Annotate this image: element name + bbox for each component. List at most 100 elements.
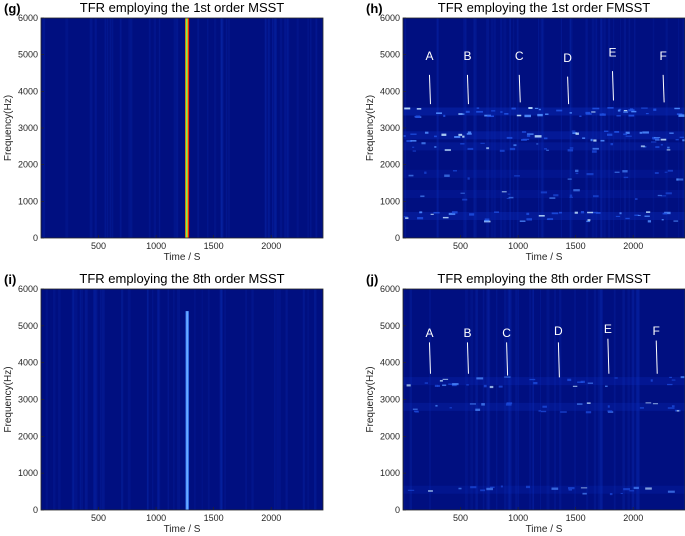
energy-spot <box>629 490 635 492</box>
y-axis-label: Frequency(Hz) <box>365 95 376 161</box>
energy-spot <box>646 211 651 213</box>
energy-spot <box>592 107 600 110</box>
energy-spot <box>536 143 539 145</box>
energy-spot <box>669 376 672 379</box>
chart-title: TFR employing the 8th order FMSST <box>437 271 650 286</box>
energy-spot <box>412 150 417 152</box>
energy-spot <box>486 147 490 150</box>
energy-spot <box>454 136 461 138</box>
energy-spot <box>417 217 424 220</box>
energy-spot <box>591 150 597 153</box>
texture-streak <box>109 18 112 238</box>
y-tick-label: 0 <box>395 233 400 243</box>
y-tick-label: 0 <box>33 505 38 515</box>
energy-spot <box>459 113 465 115</box>
energy-spot <box>580 487 588 489</box>
x-axis-label: Time / S <box>164 524 201 535</box>
energy-spot <box>444 174 450 177</box>
x-axis-label: Time / S <box>526 524 563 535</box>
texture-streak <box>228 18 230 238</box>
texture-streak <box>652 18 655 238</box>
energy-spot <box>508 196 514 199</box>
energy-spot <box>628 114 635 117</box>
texture-streak <box>623 18 627 238</box>
texture-streak <box>213 18 217 238</box>
texture-streak <box>274 289 276 510</box>
energy-spot <box>629 108 634 111</box>
texture-streak <box>613 18 615 238</box>
energy-spot <box>408 174 414 177</box>
texture-streak <box>147 289 149 510</box>
energy-spot <box>599 113 606 116</box>
energy-spot <box>412 408 418 410</box>
energy-spot <box>542 405 547 408</box>
annotation-label: A <box>425 49 433 63</box>
x-axis-label: Time / S <box>164 252 201 263</box>
secondary-streak <box>220 289 223 510</box>
energy-spot <box>448 212 456 216</box>
energy-spot <box>592 147 599 150</box>
y-tick-label: 3000 <box>380 395 400 405</box>
energy-spot <box>524 114 531 118</box>
heatmap-background <box>403 18 685 238</box>
y-tick-label: 5000 <box>18 50 38 60</box>
energy-spot <box>513 144 517 147</box>
energy-spot <box>585 111 591 115</box>
y-tick-label: 6000 <box>18 284 38 294</box>
texture-streak <box>507 289 511 510</box>
texture-streak <box>546 289 550 510</box>
texture-streak <box>112 18 114 238</box>
texture-streak <box>277 289 281 510</box>
energy-spot <box>657 194 662 197</box>
energy-spot <box>481 403 485 406</box>
energy-spot <box>410 133 417 135</box>
energy-spot <box>667 383 673 386</box>
energy-spot <box>516 114 522 117</box>
texture-streak <box>321 18 323 238</box>
energy-spot <box>673 220 679 222</box>
energy-spot <box>551 212 559 215</box>
x-tick-label: 2000 <box>623 241 643 251</box>
energy-spot <box>674 107 680 110</box>
energy-spot <box>655 146 660 149</box>
annotation-label: F <box>659 49 666 63</box>
texture-streak <box>487 289 491 510</box>
texture-streak <box>682 18 685 238</box>
energy-spot <box>641 107 648 109</box>
texture-streak <box>678 18 680 238</box>
energy-spot <box>484 220 490 222</box>
y-tick-label: 2000 <box>18 160 38 170</box>
energy-spot <box>501 191 507 193</box>
energy-spot <box>580 211 585 214</box>
energy-spot <box>644 215 650 217</box>
energy-band-glow <box>403 190 685 198</box>
texture-streak <box>58 289 61 510</box>
energy-spot <box>667 490 675 493</box>
panel-i: 0 1000 2000 3000 4000 5000 6000 500 1000 1500 2000… <box>3 271 324 535</box>
texture-streak <box>93 289 95 510</box>
texture-streak <box>274 18 277 238</box>
vertical-energy-band <box>185 311 189 510</box>
energy-spot <box>645 487 652 490</box>
x-tick-label: 2000 <box>261 513 281 523</box>
energy-spot <box>593 139 597 142</box>
energy-spot <box>403 216 408 218</box>
x-tick-label: 2000 <box>623 513 643 523</box>
texture-streak <box>148 18 151 238</box>
texture-streak <box>221 18 224 238</box>
texture-streak <box>45 289 48 510</box>
energy-spot <box>467 131 472 134</box>
energy-spot <box>538 108 541 111</box>
annotation-label: C <box>502 326 511 340</box>
heatmap-field <box>403 18 685 238</box>
energy-spot <box>667 169 673 172</box>
energy-spot <box>526 212 530 216</box>
y-tick-label: 3000 <box>18 395 38 405</box>
energy-spot <box>467 177 470 180</box>
energy-spot <box>414 115 417 118</box>
energy-spot <box>650 141 657 143</box>
energy-spot <box>610 143 614 146</box>
panel-j: A B C D E F 0 1000 2000 3000 4000 5000 6000 500 1000 15… <box>365 271 685 535</box>
texture-streak <box>207 18 209 238</box>
